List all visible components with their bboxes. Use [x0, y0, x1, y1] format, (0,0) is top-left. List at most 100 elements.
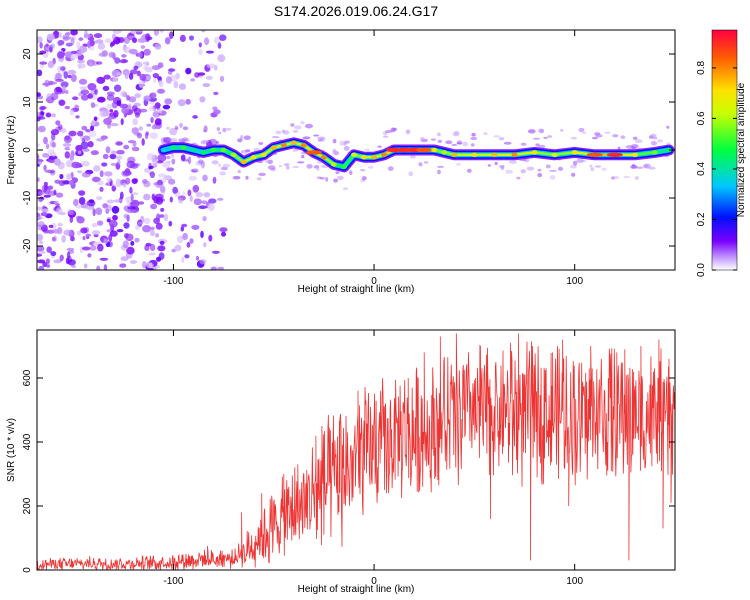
noise-speckle: [171, 158, 176, 165]
noise-speckle: [102, 153, 109, 160]
halo-speckle: [334, 151, 339, 155]
halo-speckle: [325, 177, 329, 182]
halo-speckle: [527, 129, 536, 134]
noise-speckle: [136, 132, 142, 139]
signal-hotspot: [320, 155, 327, 160]
noise-speckle: [169, 57, 177, 62]
noise-speckle: [133, 102, 141, 107]
noise-speckle: [131, 178, 138, 185]
noise-speckle: [212, 250, 220, 254]
halo-speckle: [462, 141, 468, 147]
noise-speckle: [128, 96, 137, 103]
snr-frame: [36, 329, 676, 571]
noise-speckle: [169, 196, 173, 203]
noise-speckle: [87, 141, 94, 148]
noise-speckle: [181, 256, 185, 263]
noise-speckle: [126, 214, 130, 222]
halo-speckle: [165, 126, 171, 130]
signal-hotspot: [210, 147, 217, 153]
noise-speckle: [221, 231, 226, 237]
y-tick-label: -20: [22, 238, 33, 253]
signal-hotspot: [451, 152, 458, 157]
halo-speckle: [317, 136, 325, 140]
noise-speckle: [68, 179, 75, 186]
colorbar-tick-label: 0.0: [696, 263, 707, 277]
spectrogram-data: [37, 30, 675, 270]
noise-speckle: [96, 61, 103, 65]
noise-speckle: [70, 37, 75, 46]
signal-hotspot: [431, 147, 438, 153]
noise-speckle: [198, 48, 203, 56]
noise-speckle: [43, 194, 51, 198]
noise-speckle: [152, 159, 158, 166]
halo-speckle: [197, 159, 204, 165]
halo-speckle: [505, 169, 513, 174]
noise-speckle: [106, 177, 112, 183]
noise-speckle: [131, 146, 138, 151]
noise-speckle: [57, 51, 65, 59]
signal-hotspot: [341, 164, 347, 169]
noise-speckle: [146, 123, 151, 127]
noise-speckle: [216, 127, 221, 131]
noise-speckle: [89, 62, 94, 67]
halo-speckle: [169, 138, 178, 144]
noise-speckle: [45, 112, 52, 118]
noise-speckle: [106, 103, 113, 109]
halo-speckle: [342, 187, 349, 191]
halo-speckle: [217, 163, 222, 168]
halo-speckle: [333, 178, 338, 183]
noise-speckle: [60, 81, 69, 88]
noise-speckle: [50, 251, 57, 257]
halo-speckle: [423, 161, 429, 164]
noise-speckle: [77, 130, 84, 137]
noise-speckle: [102, 203, 109, 209]
noise-speckle: [62, 180, 70, 185]
noise-speckle: [77, 59, 85, 64]
halo-speckle: [612, 134, 619, 138]
noise-speckle: [73, 198, 79, 207]
noise-speckle: [115, 155, 123, 160]
halo-speckle: [591, 136, 598, 140]
noise-speckle: [208, 203, 215, 212]
spectrogram-ylabel: Frequency (Hz): [6, 116, 17, 185]
noise-speckle: [193, 198, 202, 206]
noise-speckle: [57, 222, 63, 227]
noise-speckle: [157, 245, 166, 252]
noise-speckle: [192, 115, 198, 119]
noise-speckle: [117, 158, 121, 165]
noise-speckle: [110, 224, 115, 232]
noise-speckle: [120, 90, 127, 97]
noise-speckle: [143, 217, 151, 225]
x-tick-label: 100: [566, 276, 583, 287]
noise-speckle: [65, 90, 69, 94]
noise-speckle: [116, 100, 122, 107]
noise-speckle: [85, 129, 91, 133]
noise-speckle: [49, 81, 58, 85]
noise-speckle: [99, 170, 104, 178]
noise-speckle: [113, 183, 122, 188]
snr-line: [37, 333, 675, 570]
noise-speckle: [219, 34, 227, 41]
halo-speckle: [538, 128, 544, 134]
noise-speckle: [51, 222, 57, 230]
noise-speckle: [179, 34, 186, 43]
noise-speckle: [111, 101, 118, 109]
noise-speckle: [102, 85, 110, 92]
noise-speckle: [126, 246, 135, 255]
noise-speckle: [186, 241, 191, 248]
noise-speckle: [163, 175, 172, 181]
noise-speckle: [51, 142, 57, 148]
halo-speckle: [243, 135, 251, 140]
noise-speckle: [154, 233, 160, 238]
halo-speckle: [182, 126, 189, 131]
noise-speckle: [177, 99, 186, 107]
noise-speckle: [107, 116, 117, 120]
noise-speckle: [110, 123, 119, 127]
noise-speckle: [104, 171, 113, 177]
x-tick-label: 0: [371, 576, 377, 587]
halo-speckle: [339, 140, 345, 146]
halo-speckle: [623, 176, 630, 178]
noise-speckle: [39, 61, 48, 65]
noise-speckle: [38, 250, 46, 254]
x-tick-label: -100: [163, 576, 183, 587]
